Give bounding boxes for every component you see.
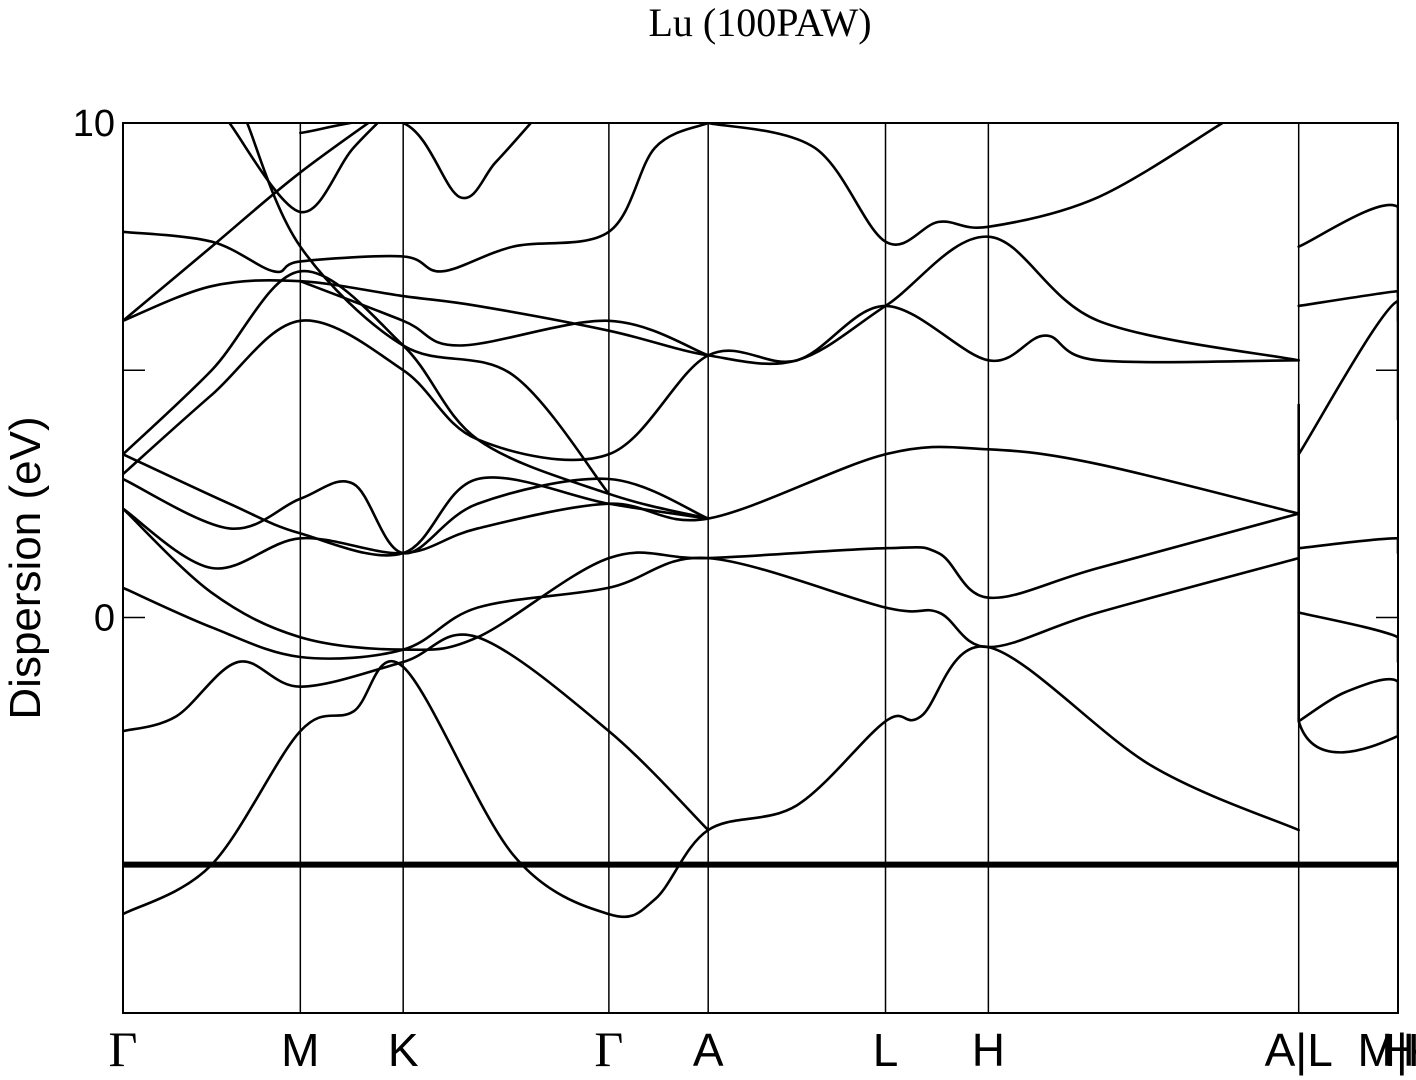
band-line [706,123,1224,246]
band-line [123,123,710,274]
band-line [123,633,710,832]
band-line [123,477,710,555]
band-line [123,123,371,323]
band-line [1297,203,1398,324]
band-line [123,235,1300,366]
band-line [1297,299,1398,456]
band-line [245,123,611,496]
y-tick-label: 10 [73,103,115,145]
x-tick-label: Γ [594,1021,623,1077]
plot-frame [122,122,1399,1014]
band-line [123,556,1300,660]
band-line [1297,403,1398,754]
x-tick-label: K [388,1024,419,1076]
band-line [123,452,710,557]
x-tick-label: A|L [1265,1024,1333,1076]
band-line [228,123,380,214]
band-line [123,445,1300,570]
band-line [123,507,1300,652]
band-line [1297,289,1398,308]
chart-title: Lu (100PAW) [648,0,871,45]
x-tick-label: H [972,1024,1005,1076]
band-line [1297,537,1398,555]
band-line [299,123,533,200]
x-tick-label: M [281,1024,319,1076]
band-line [123,304,1300,476]
band-line [299,279,710,357]
x-tick-label: A [693,1024,724,1076]
x-tick-label: M|K [1358,1024,1416,1076]
x-tick-label: Γ [109,1021,138,1077]
x-tick-label: L [873,1024,899,1076]
y-axis-label: Dispersion (eV) [1,416,50,719]
x-tick-label: H [1381,1024,1414,1076]
y-tick-label: 0 [94,597,115,639]
